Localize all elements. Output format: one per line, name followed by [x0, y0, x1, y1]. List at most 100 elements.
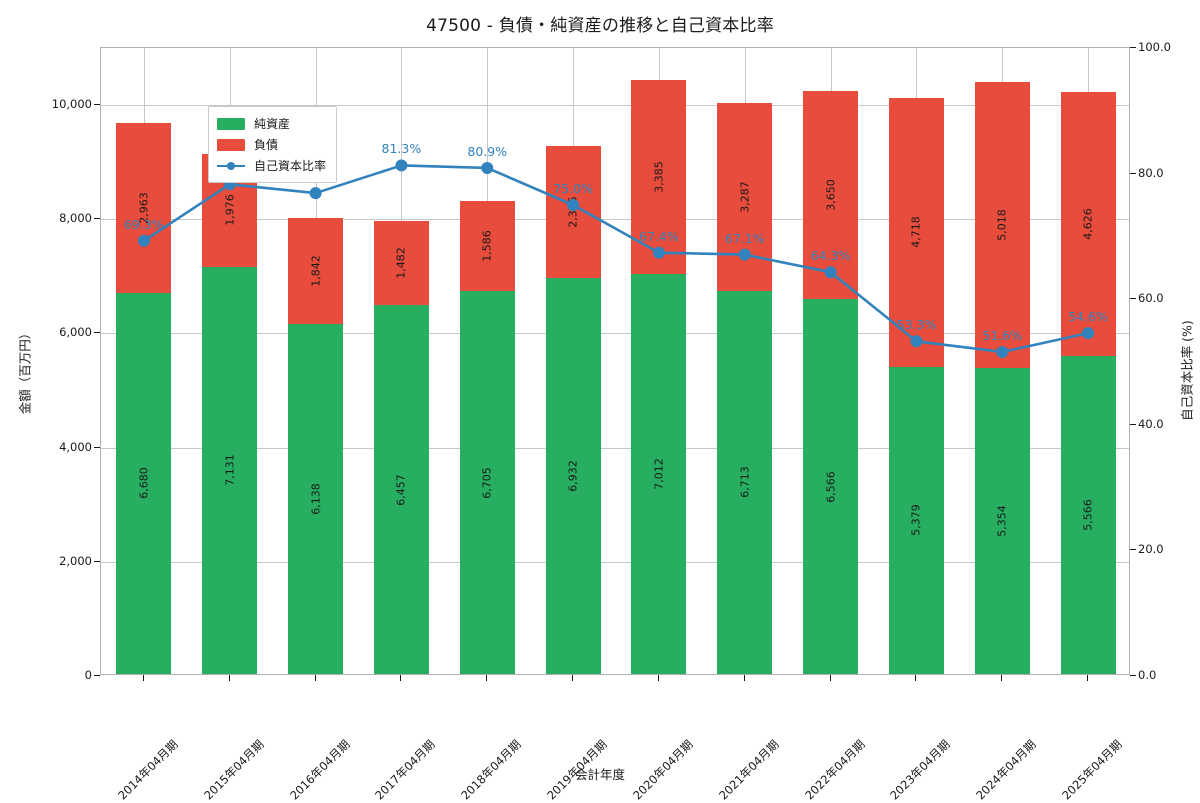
gridline-horizontal — [101, 561, 1129, 563]
bar-segment-equity[interactable]: 6,680 — [116, 292, 172, 674]
bar-group[interactable]: 6,705 1,586 — [459, 46, 515, 674]
bar-segment-debt[interactable]: 1,482 — [373, 220, 429, 306]
bar-segment-debt[interactable]: 4,718 — [888, 97, 944, 367]
y-axis-right-title: 自己資本比率 (%) — [1179, 320, 1195, 421]
x-axis-tick-mark — [400, 675, 402, 681]
ratio-value-label: 51.6% — [982, 327, 1023, 343]
bar-group[interactable]: 5,354 5,018 — [974, 46, 1030, 674]
bar-segment-debt[interactable]: 2,315 — [545, 146, 601, 279]
ratio-value-label: 67.1% — [724, 230, 765, 246]
bar-segment-equity[interactable]: 6,705 — [459, 291, 515, 674]
ratio-value-label: 54.6% — [1068, 309, 1108, 325]
ratio-line-marker[interactable] — [738, 248, 751, 261]
ratio-value-label: 64.3% — [810, 248, 851, 264]
legend-label-debt: 負債 — [254, 138, 279, 152]
red-square-swatch-icon — [217, 138, 245, 151]
bar-segment-equity[interactable]: 7,012 — [631, 273, 687, 674]
y-axis-right-tick-mark — [1130, 423, 1136, 425]
ratio-line-marker[interactable] — [996, 345, 1009, 358]
ratio-line-marker[interactable] — [481, 161, 494, 174]
green-square-swatch-icon — [217, 117, 245, 130]
legend-label-ratio: 自己資本比率 — [254, 159, 327, 173]
bar-segment-debt[interactable]: 2,963 — [116, 123, 172, 293]
y-axis-left-tick-label: 4,000 — [59, 439, 92, 454]
ratio-value-label: 80.9% — [467, 143, 508, 159]
legend-item-debt[interactable]: 負債 — [217, 134, 326, 155]
legend-item-ratio[interactable]: 自己資本比率 — [217, 155, 326, 176]
bar-segment-equity[interactable]: 5,354 — [974, 368, 1030, 674]
y-axis-right-tick-mark — [1130, 675, 1136, 676]
gridline-horizontal — [101, 105, 1129, 107]
page-title: 47500 - 負債・純資産の推移と自己資本比率 — [426, 16, 774, 36]
bar-group[interactable]: 5,566 4,626 — [1060, 46, 1116, 674]
bar-segment-equity[interactable]: 6,566 — [803, 299, 859, 674]
y-axis-left-tick-label: 10,000 — [51, 97, 92, 112]
x-axis-tick-mark — [314, 675, 316, 681]
y-axis-left-tick-label: 0 — [84, 668, 92, 682]
y-axis-right-tick-mark — [1130, 298, 1136, 300]
y-axis-right-tick-mark — [1130, 549, 1136, 551]
gridline-horizontal — [101, 447, 1129, 449]
ratio-value-label: 67.4% — [639, 228, 679, 244]
ratio-line-marker[interactable] — [1082, 327, 1095, 340]
blue-line-marker-icon — [217, 160, 245, 172]
bar-group[interactable]: 6,566 3,650 — [803, 46, 859, 674]
bar-group[interactable]: 6,138 1,842 — [288, 46, 344, 674]
x-axis-tick-mark — [486, 675, 488, 681]
gridline-horizontal — [101, 219, 1129, 221]
y-axis-right-tick-mark — [1130, 172, 1136, 174]
x-axis-tick-mark — [657, 675, 659, 681]
y-axis-left-tick-mark — [94, 560, 100, 562]
x-axis-title: 会計年度 — [574, 767, 625, 782]
y-axis-left-tick-label: 2,000 — [59, 553, 92, 568]
legend-item-equity[interactable]: 純資産 — [217, 113, 326, 134]
ratio-line-marker[interactable] — [137, 234, 150, 247]
ratio-value-label: 81.3% — [381, 141, 422, 157]
ratio-value-label: 53.3% — [896, 317, 937, 333]
bar-segment-equity[interactable]: 5,379 — [888, 366, 944, 674]
chart-legend: 純資産 負債 自己資本比率 — [208, 106, 338, 183]
bar-segment-debt[interactable]: 4,626 — [1060, 92, 1116, 357]
ratio-line-marker[interactable] — [395, 159, 408, 172]
y-axis-left-tick-label: 6,000 — [59, 325, 92, 340]
bar-group[interactable]: 6,680 2,963 — [116, 46, 172, 674]
ratio-line-marker[interactable] — [567, 199, 580, 211]
y-axis-right-tick-label: 60.0 — [1138, 291, 1164, 306]
bar-group[interactable]: 7,012 3,385 — [631, 46, 687, 674]
bar-segment-equity[interactable]: 6,932 — [545, 278, 601, 674]
bar-segment-debt[interactable]: 1,586 — [459, 200, 515, 292]
bar-group[interactable]: 6,932 2,315 — [545, 46, 601, 674]
x-axis-tick-mark — [572, 675, 574, 681]
x-axis-tick-mark — [1001, 675, 1003, 681]
bar-segment-equity[interactable]: 7,131 — [202, 266, 258, 674]
y-axis-right-tick-label: 0.0 — [1138, 668, 1157, 682]
bar-segment-debt[interactable]: 1,842 — [288, 218, 344, 324]
y-axis-left-tick-mark — [94, 218, 100, 220]
x-axis-tick-mark — [228, 675, 230, 681]
bar-segment-equity[interactable]: 6,713 — [717, 290, 773, 674]
y-axis-left-title: 金額（百万円） — [17, 326, 33, 415]
bar-segment-equity[interactable]: 6,457 — [373, 305, 429, 674]
bar-segment-equity[interactable]: 5,566 — [1060, 356, 1116, 674]
ratio-line-marker[interactable] — [910, 335, 923, 348]
y-axis-left-tick-mark — [94, 332, 100, 334]
ratio-value-label: 69.3% — [124, 216, 164, 232]
ratio-value-label: 75.0% — [553, 181, 593, 196]
x-axis-tick-mark — [829, 675, 831, 681]
ratio-line-marker[interactable] — [652, 246, 665, 259]
y-axis-left-tick-label: 8,000 — [59, 211, 92, 226]
y-axis-right-tick-label: 20.0 — [1138, 542, 1164, 557]
legend-label-equity: 純資産 — [254, 117, 291, 131]
bar-group[interactable]: 5,379 4,718 — [888, 46, 944, 674]
bar-segment-debt[interactable]: 3,650 — [803, 90, 859, 300]
bar-group[interactable]: 7,131 1,976 — [202, 46, 258, 674]
bar-group[interactable]: 6,457 1,482 — [373, 46, 429, 674]
ratio-line-marker[interactable] — [309, 187, 322, 200]
y-axis-right-tick-label: 40.0 — [1138, 416, 1164, 431]
ratio-line-marker[interactable] — [824, 266, 837, 279]
bar-segment-equity[interactable]: 6,138 — [288, 323, 344, 674]
ratio-line-layer — [137, 159, 1095, 358]
bar-segment-debt[interactable]: 5,018 — [974, 81, 1030, 369]
y-axis-right-tick-mark — [1130, 47, 1136, 48]
